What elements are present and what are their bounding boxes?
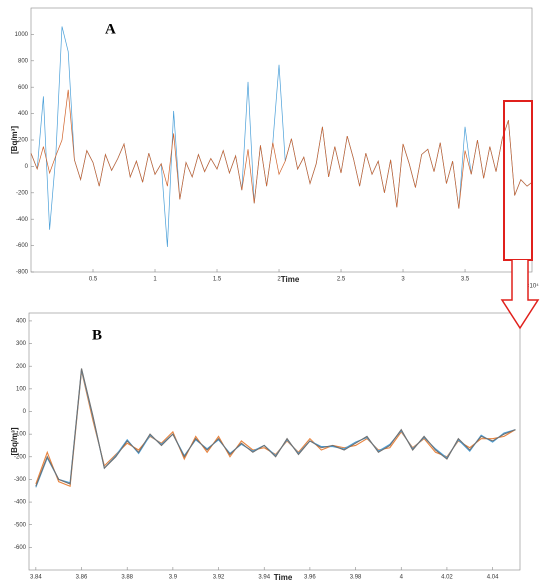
y-tick-label: -600 [16, 243, 29, 249]
x-tick-label: 1 [153, 277, 157, 283]
x-tick-label: 3.92 [213, 575, 225, 581]
series-line [35, 370, 516, 488]
y-tick-label: 100 [16, 386, 27, 392]
plot-area [28, 312, 521, 571]
x-tick-label: 3.84 [30, 575, 42, 581]
y-tick-label: 200 [16, 364, 27, 370]
series-line [35, 369, 516, 488]
x-tick-label: 3 [401, 277, 405, 283]
y-tick-label: 200 [18, 138, 29, 144]
x-tick-label: 3.94 [258, 575, 270, 581]
x-exponent: ×10⁴ [526, 283, 539, 290]
y-tick-label: -400 [16, 217, 29, 223]
y-tick-label: -600 [14, 545, 27, 551]
y-tick-label: -300 [14, 477, 27, 483]
x-tick-label: 3.5 [461, 277, 470, 283]
x-tick-label: 3.88 [121, 575, 133, 581]
title: A [105, 21, 116, 37]
x-tick-label: 2.5 [337, 277, 346, 283]
y-tick-label: -200 [16, 190, 29, 196]
y-tick-label: 0 [23, 409, 27, 415]
y-axis-label: [Bq/m³] [10, 126, 19, 154]
x-tick-label: 3.96 [304, 575, 316, 581]
y-tick-label: 600 [18, 85, 29, 91]
x-tick-label: 0.5 [89, 277, 98, 283]
y-tick-label: 1000 [15, 32, 29, 38]
y-tick-label: 400 [18, 111, 29, 117]
arrow [500, 260, 540, 330]
y-tick-label: -100 [14, 432, 27, 438]
series-line [30, 89, 533, 209]
series-line [35, 368, 516, 487]
x-tick-label: 3.86 [76, 575, 88, 581]
y-tick-label: -400 [14, 500, 27, 506]
y-tick-label: 800 [18, 58, 29, 64]
x-tick-label: 4.02 [441, 575, 453, 581]
y-tick-label: -500 [14, 522, 27, 528]
y-tick-label: -800 [16, 270, 29, 276]
x-tick-label: 2 [277, 277, 281, 283]
x-axis-label: Time [274, 573, 293, 582]
x-tick-label: 3.98 [350, 575, 362, 581]
x-tick-label: 4.04 [487, 575, 499, 581]
title: B [92, 327, 102, 343]
y-axis-label: [Bq/m³] [10, 427, 19, 455]
plot-area [30, 7, 533, 273]
x-tick-label: 1.5 [213, 277, 222, 283]
y-tick-label: 400 [16, 319, 27, 325]
y-tick-label: 300 [16, 341, 27, 347]
x-axis-label: Time [281, 275, 300, 284]
x-tick-label: 3.9 [169, 575, 178, 581]
y-tick-label: -200 [14, 454, 27, 460]
x-tick-label: 4 [400, 575, 404, 581]
y-tick-label: 0 [25, 164, 29, 170]
